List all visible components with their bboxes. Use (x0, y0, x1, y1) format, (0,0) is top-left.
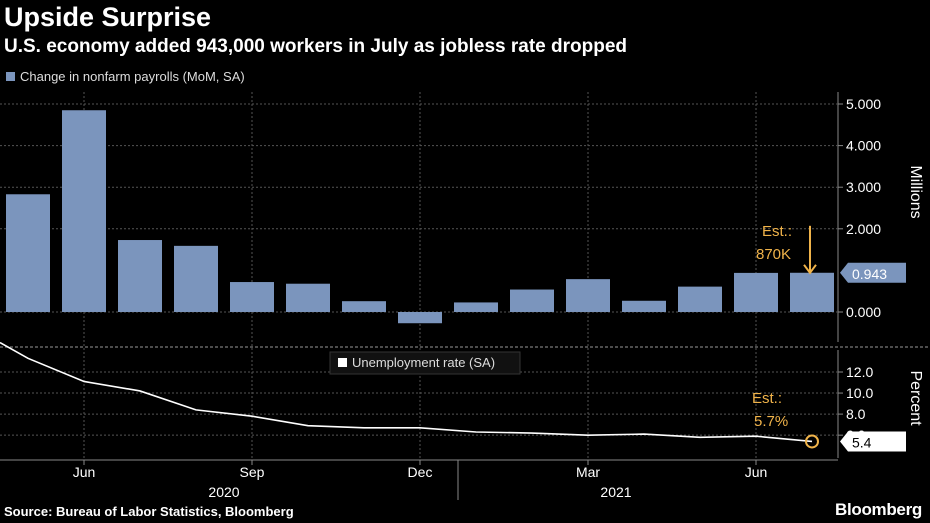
x-tick-label: Sep (240, 464, 265, 480)
line-legend-swatch (338, 358, 347, 367)
bar-legend-swatch (6, 72, 15, 81)
bar-estimate-value: 870K (756, 246, 791, 263)
line-y-tick-label: 8.0 (846, 406, 866, 422)
bar-estimate-label: Est.: (762, 223, 792, 240)
brand-logo: Bloomberg (834, 500, 922, 519)
payroll-bar (62, 110, 106, 313)
line-estimate-label: Est.: (752, 390, 782, 407)
payroll-bar (230, 282, 274, 312)
bar-last-value-tag (840, 262, 906, 283)
payroll-bar (790, 272, 834, 312)
bar-y-tick-label: 4.000 (846, 138, 881, 154)
payroll-bar (454, 302, 498, 312)
x-tick-label: Jun (73, 464, 96, 480)
x-tick-label: Dec (408, 464, 433, 480)
x-tick-label: Mar (576, 464, 600, 480)
line-y-tick-label: 10.0 (846, 385, 873, 401)
x-tick-label: Jun (745, 464, 768, 480)
line-legend-label: Unemployment rate (SA) (352, 355, 495, 370)
payroll-bar (734, 272, 778, 312)
bar-y-tick-label: 2.000 (846, 221, 881, 237)
line-last-value-tag (840, 431, 906, 452)
payroll-bar (566, 279, 610, 312)
bar-estimate-arrowhead (803, 264, 817, 275)
bar-legend-label: Change in nonfarm payrolls (MoM, SA) (20, 69, 245, 84)
payroll-bar (118, 240, 162, 312)
bar-y-tick-label: 5.000 (846, 96, 881, 112)
line-y-tick-label: 12.0 (846, 364, 873, 380)
unemployment-line (0, 341, 813, 443)
bar-y-axis-title: Millions (907, 165, 924, 218)
bar-legend: Change in nonfarm payrolls (MoM, SA) (6, 69, 245, 84)
payroll-bar (678, 286, 722, 312)
source-note: Source: Bureau of Labor Statistics, Bloo… (4, 504, 294, 519)
payroll-bar (510, 289, 554, 312)
payroll-bar (6, 194, 50, 312)
bar-last-value-label: 0.943 (852, 266, 887, 282)
payroll-bar (398, 312, 442, 324)
chart-subtitle: U.S. economy added 943,000 workers in Ju… (4, 36, 628, 57)
line-last-value-label: 5.4 (852, 434, 872, 450)
payroll-bar (622, 300, 666, 312)
payroll-bar (342, 301, 386, 312)
line-legend: Unemployment rate (SA) (329, 351, 521, 375)
x-year-label: 2020 (208, 484, 239, 500)
line-y-axis-title: Percent (907, 370, 924, 426)
line-last-point-marker (805, 434, 819, 449)
line-estimate-value: 5.7% (754, 413, 788, 430)
payroll-bar (286, 283, 330, 312)
bar-y-tick-label: 3.000 (846, 179, 881, 195)
chart-title: Upside Surprise (4, 2, 212, 32)
x-year-label: 2021 (600, 484, 631, 500)
line-legend-box (329, 351, 521, 375)
payroll-bar (174, 245, 218, 312)
bar-y-tick-label: 0.000 (846, 304, 881, 320)
